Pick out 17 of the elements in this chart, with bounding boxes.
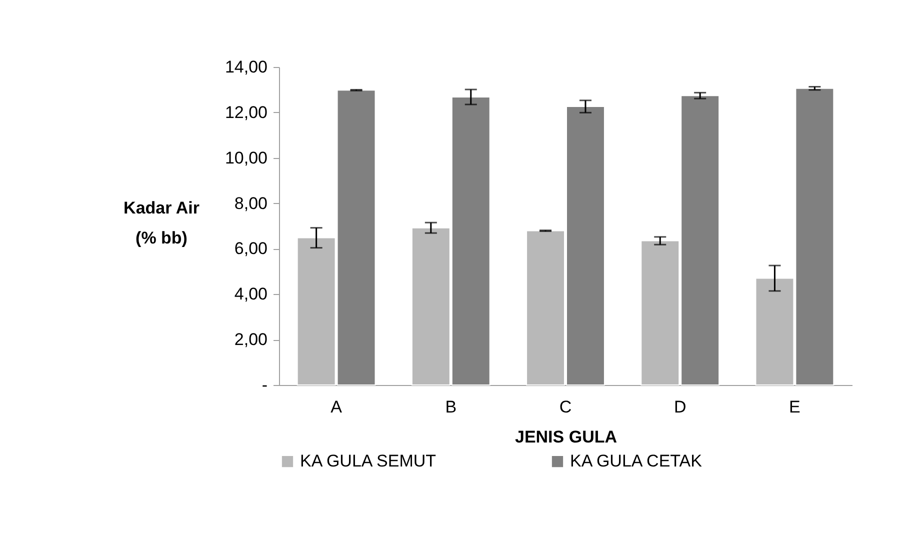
x-tick-label: B — [445, 398, 457, 416]
x-axis-title: JENIS GULA — [514, 428, 618, 446]
x-tick-label: A — [330, 398, 343, 416]
y-tick-label: 10,00 — [224, 148, 268, 168]
x-tick-label: E — [789, 398, 800, 416]
y-tick-label: - — [262, 376, 268, 394]
y-axis-title: Kadar Air (% bb) — [124, 198, 200, 248]
y-tick-label: 4,00 — [234, 284, 268, 304]
x-tick-label: D — [674, 398, 686, 416]
y-tick-label: 8,00 — [234, 194, 268, 213]
x-tick-label: C — [559, 398, 572, 416]
y-tick-label: 14,00 — [224, 58, 268, 76]
y-tick-label: 2,00 — [234, 330, 268, 350]
y-tick-label: 6,00 — [234, 239, 268, 258]
y-tick-label: 12,00 — [224, 102, 268, 122]
legend-label: KA GULA CETAK — [570, 452, 703, 471]
legend-label: KA GULA SEMUT — [300, 452, 436, 471]
